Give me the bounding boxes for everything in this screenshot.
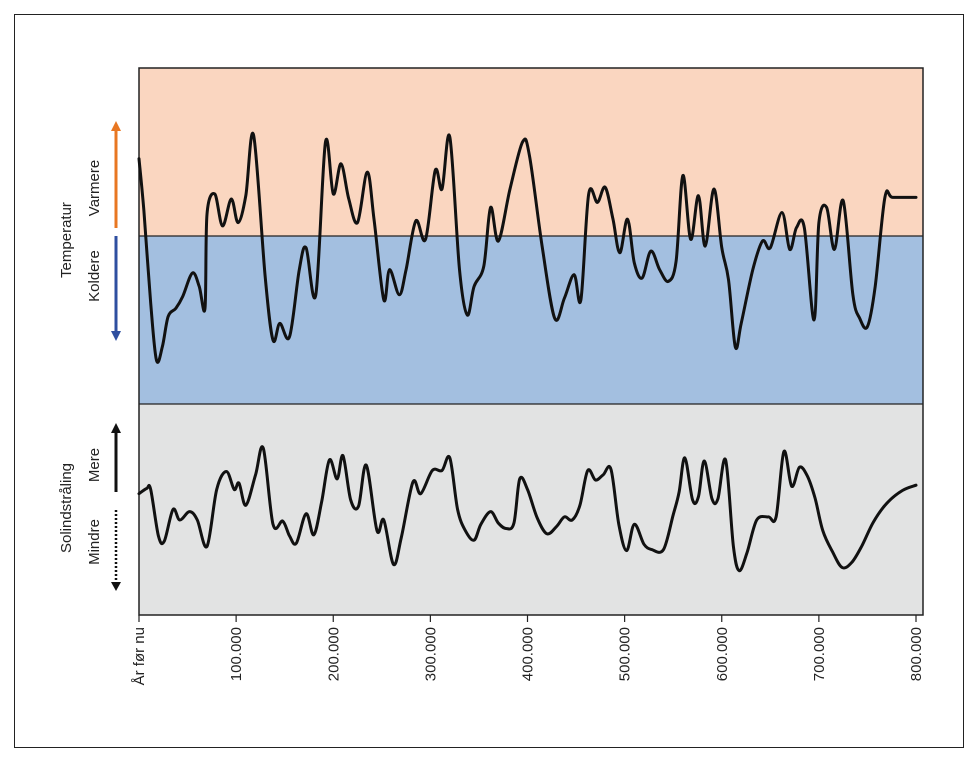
warm-band	[139, 68, 923, 236]
temperature-axis-label: Temperatur	[58, 202, 75, 278]
colder-arrow-icon	[111, 236, 121, 341]
x-tick-label: 800.000	[908, 627, 925, 681]
x-axis: År før nu 100.000 200.000 300.000 400.000 500…	[131, 615, 925, 685]
plot-border	[138, 67, 924, 616]
warmer-arrow-icon	[111, 121, 121, 228]
more-arrow-icon	[111, 423, 121, 492]
x-tick-label: 700.000	[811, 627, 828, 681]
figure-frame	[14, 14, 964, 748]
x-tick-label: 100.000	[228, 627, 245, 681]
warmer-label: Varmere	[86, 160, 103, 216]
x-tick-label: 500.000	[617, 627, 634, 681]
insolation-series-line	[137, 445, 918, 573]
x-tick-label: År før nu	[131, 627, 148, 685]
cold-band	[139, 236, 923, 404]
temperature-series-line	[137, 131, 918, 364]
insolation-band	[139, 404, 923, 615]
x-tick-label: 300.000	[422, 627, 439, 681]
x-tick-label: 600.000	[714, 627, 731, 681]
less-arrow-icon	[111, 510, 121, 591]
insolation-axis-label: Solindstråling	[58, 463, 75, 553]
less-label: Mindre	[86, 519, 103, 565]
x-tick-label: 200.000	[325, 627, 342, 681]
more-label: Mere	[86, 448, 103, 482]
colder-label: Koldere	[86, 250, 103, 302]
x-tick-label: 400.000	[520, 627, 537, 681]
